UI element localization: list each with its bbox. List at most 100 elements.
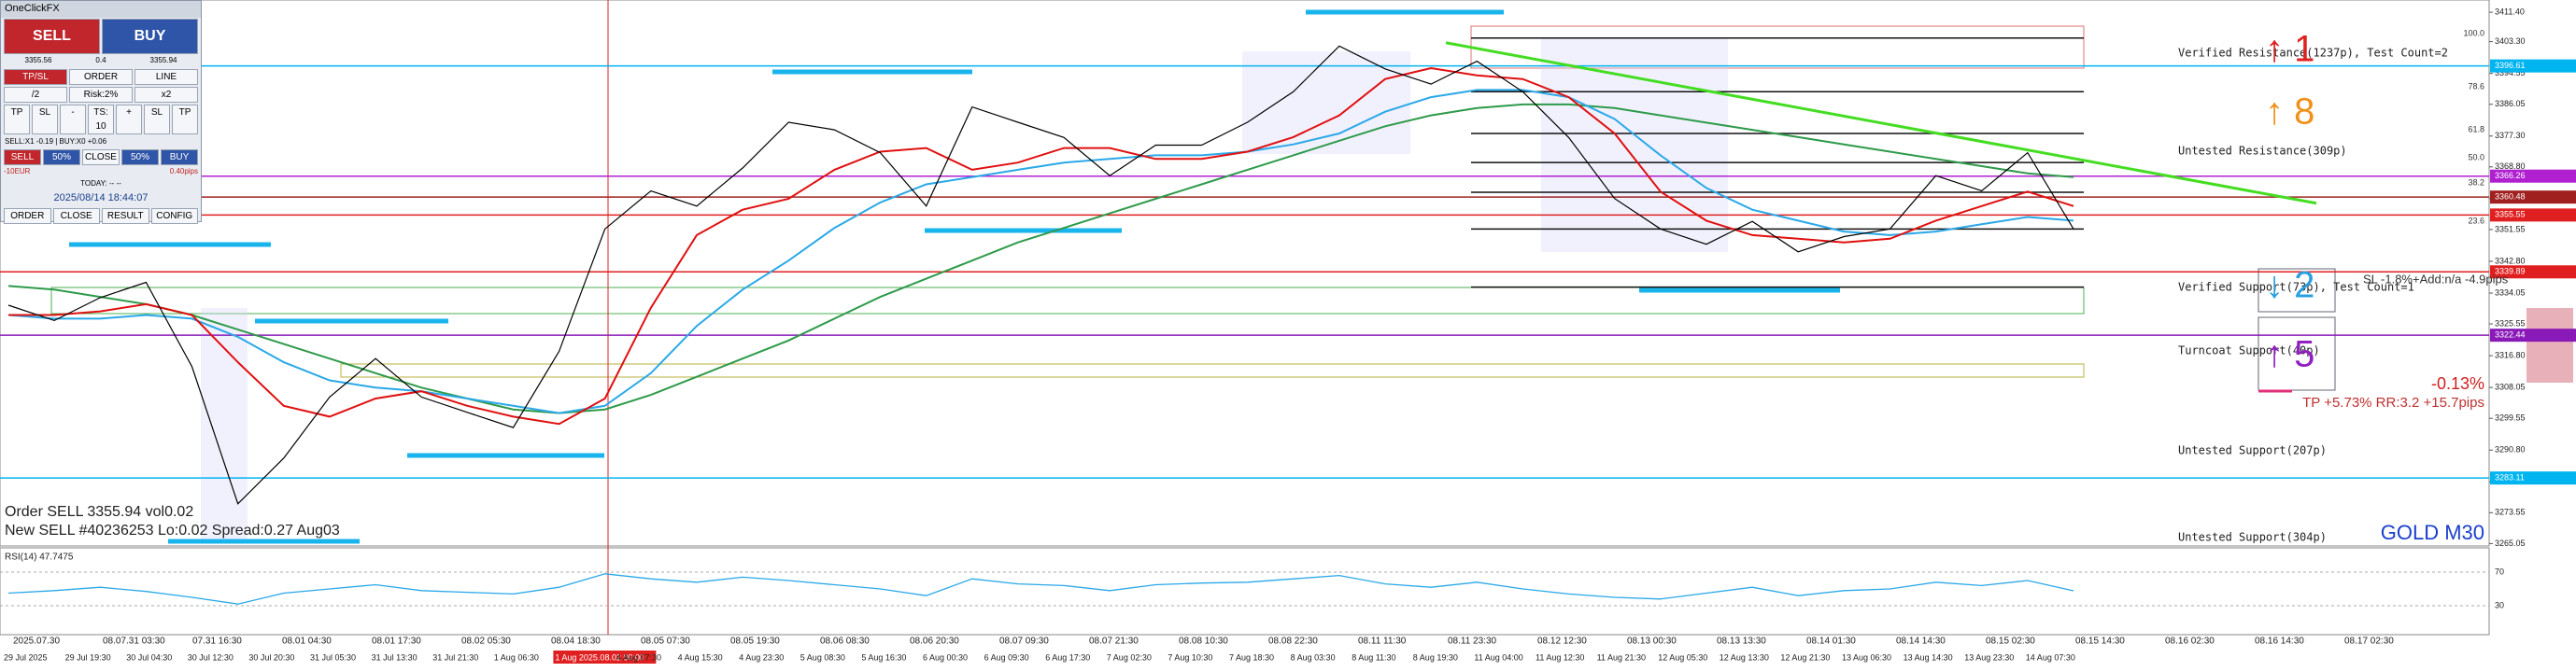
footer-button[interactable]: CONFIG bbox=[150, 208, 198, 224]
x-label-bottom: 6 Aug 09:30 bbox=[984, 652, 1029, 662]
trade-text: -0.13% bbox=[2431, 374, 2484, 393]
x-label-bottom: 1 Aug 06:30 bbox=[494, 652, 539, 662]
x-label-top: 08.08 22:30 bbox=[1268, 637, 1318, 647]
x-label-bottom: 30 Jul 04:30 bbox=[126, 652, 172, 662]
y-tick-label: 3403.30 bbox=[2495, 36, 2526, 46]
row2-button[interactable]: TP bbox=[172, 105, 198, 134]
x-label-bottom: 14 Aug 07:30 bbox=[2026, 652, 2075, 662]
footer-button[interactable]: CLOSE bbox=[52, 208, 100, 224]
x-label-bottom: 7 Aug 18:30 bbox=[1229, 652, 1274, 662]
x-label-bottom: 5 Aug 08:30 bbox=[800, 652, 845, 662]
rsi-tick-label: 30 bbox=[2495, 600, 2504, 609]
trade-text: TP +5.73% RR:3.2 +15.7pips bbox=[2302, 395, 2484, 411]
x-label-bottom: 7 Aug 02:30 bbox=[1107, 652, 1152, 662]
x-label-top: 08.11 11:30 bbox=[1358, 637, 1407, 647]
rsi-label: RSI(14) 47.7475 bbox=[5, 553, 74, 563]
today-text: TODAY: -- -- bbox=[80, 179, 121, 188]
x-label-top: 08.11 23:30 bbox=[1448, 637, 1497, 647]
rsi-tick-label: 70 bbox=[2495, 567, 2504, 576]
x-label-bottom: 13 Aug 06:30 bbox=[1842, 652, 1891, 662]
lot-size[interactable]: 0.4 bbox=[95, 56, 106, 64]
x-label-top: 08.12 12:30 bbox=[1537, 637, 1587, 647]
status-text: SELL:X1 -0.19 | BUY:X0 +0.06 bbox=[5, 137, 107, 146]
pips: 0.40pips bbox=[169, 167, 198, 175]
row2-button[interactable]: + bbox=[116, 105, 142, 134]
zone-label: Untested Resistance(309p) bbox=[2178, 145, 2347, 158]
row3-button[interactable]: 50% bbox=[121, 149, 159, 165]
ask-price: 3355.94 bbox=[149, 56, 177, 64]
y-tick-label: 3290.80 bbox=[2495, 445, 2526, 455]
x-label-bottom: 4 Aug 15:30 bbox=[678, 652, 723, 662]
fib-label: 78.6 bbox=[2468, 81, 2484, 91]
price-pane bbox=[0, 0, 2490, 547]
y-tick-label: 3411.40 bbox=[2495, 7, 2525, 16]
row1-button[interactable]: /2 bbox=[4, 87, 67, 103]
x-label-top: 2025.07.30 bbox=[13, 637, 60, 647]
chart-title: GOLD M30 bbox=[2381, 521, 2484, 544]
x-label-bottom: 5 Aug 16:30 bbox=[861, 652, 906, 662]
sell-button[interactable]: SELL bbox=[4, 19, 100, 54]
y-tick-label: 3394.55 bbox=[2495, 68, 2526, 77]
oneclickfx-panel: OneClickFX SELL BUY 3355.56 0.4 3355.94 … bbox=[0, 0, 202, 224]
price-level-label: 3322.44 bbox=[2495, 330, 2526, 340]
signal: ↑ 1 bbox=[2265, 29, 2314, 70]
x-label-bottom: 4 Aug 07:30 bbox=[616, 652, 661, 662]
x-label-bottom: 11 Aug 04:00 bbox=[1474, 652, 1522, 662]
trendline bbox=[1445, 41, 2317, 205]
moving-average bbox=[7, 89, 2074, 414]
row1-button[interactable]: x2 bbox=[134, 87, 198, 103]
x-label-bottom: 12 Aug 13:30 bbox=[1720, 652, 1769, 662]
crosshair-time-box bbox=[553, 651, 657, 664]
signal: ↓ 2 bbox=[2265, 265, 2314, 306]
x-label-bottom: 1 Aug 2025.08.02 00:00 bbox=[555, 652, 644, 662]
buy-button[interactable]: BUY bbox=[102, 19, 198, 54]
price-level-label: 3355.55 bbox=[2495, 210, 2526, 219]
tabs-button[interactable]: ORDER bbox=[69, 69, 133, 85]
row2-button[interactable]: TP bbox=[4, 105, 30, 134]
tabs-button[interactable]: LINE bbox=[134, 69, 198, 85]
row2-button[interactable]: TS: 10 bbox=[88, 105, 114, 134]
row3-button[interactable]: BUY bbox=[161, 149, 198, 165]
clock: 2025/08/14 18:44:07 bbox=[53, 192, 149, 203]
price-level-box bbox=[2490, 265, 2576, 279]
rsi-line bbox=[7, 573, 2074, 605]
row3-button[interactable]: CLOSE bbox=[82, 149, 120, 165]
row3-button[interactable]: SELL bbox=[4, 149, 41, 165]
x-label-top: 08.08 10:30 bbox=[1179, 637, 1228, 647]
x-label-top: 08.14 14:30 bbox=[1896, 637, 1946, 647]
x-label-top: 08.15 14:30 bbox=[2075, 637, 2125, 647]
footer-button[interactable]: ORDER bbox=[4, 208, 51, 224]
x-label-bottom: 31 Jul 13:30 bbox=[372, 652, 418, 662]
zone-label: Turncoat Support(40p) bbox=[2178, 344, 2320, 357]
row2-button[interactable]: SL bbox=[32, 105, 58, 134]
x-label-top: 08.02 05:30 bbox=[461, 637, 511, 647]
fib-label: 38.2 bbox=[2468, 177, 2484, 187]
fib-label: 23.6 bbox=[2468, 216, 2484, 225]
x-label-bottom: 31 Jul 05:30 bbox=[310, 652, 356, 662]
x-label-top: 08.06 08:30 bbox=[820, 637, 870, 647]
x-label-top: 08.05 19:30 bbox=[730, 637, 780, 647]
row1-button[interactable]: Risk:2% bbox=[69, 87, 133, 103]
y-tick-label: 3351.55 bbox=[2495, 224, 2526, 233]
price-level-box bbox=[2490, 190, 2576, 204]
row3-button[interactable]: 50% bbox=[43, 149, 80, 165]
x-label-bottom: 31 Jul 21:30 bbox=[432, 652, 478, 662]
row2-button[interactable]: - bbox=[60, 105, 86, 134]
tabs-button[interactable]: TP/SL bbox=[4, 69, 67, 85]
x-label-top: 08.14 01:30 bbox=[1806, 637, 1856, 647]
signal: ↑ 8 bbox=[2265, 91, 2314, 133]
x-label-top: 08.04 18:30 bbox=[551, 637, 601, 647]
pnl: -10EUR bbox=[4, 167, 31, 175]
signal-box bbox=[2258, 268, 2336, 313]
shade-box bbox=[1242, 51, 1410, 154]
x-label-bottom: 8 Aug 03:30 bbox=[1291, 652, 1336, 662]
row2-button[interactable]: SL bbox=[144, 105, 170, 134]
x-label-top: 08.13 00:30 bbox=[1627, 637, 1677, 647]
footer-button[interactable]: RESULT bbox=[102, 208, 149, 224]
signal: ↑ 5 bbox=[2265, 334, 2314, 375]
y-tick-label: 3316.80 bbox=[2495, 350, 2526, 359]
sl-bar bbox=[2526, 308, 2573, 383]
x-label-bottom: 12 Aug 05:30 bbox=[1658, 652, 1707, 662]
price-level-box bbox=[2490, 59, 2576, 73]
